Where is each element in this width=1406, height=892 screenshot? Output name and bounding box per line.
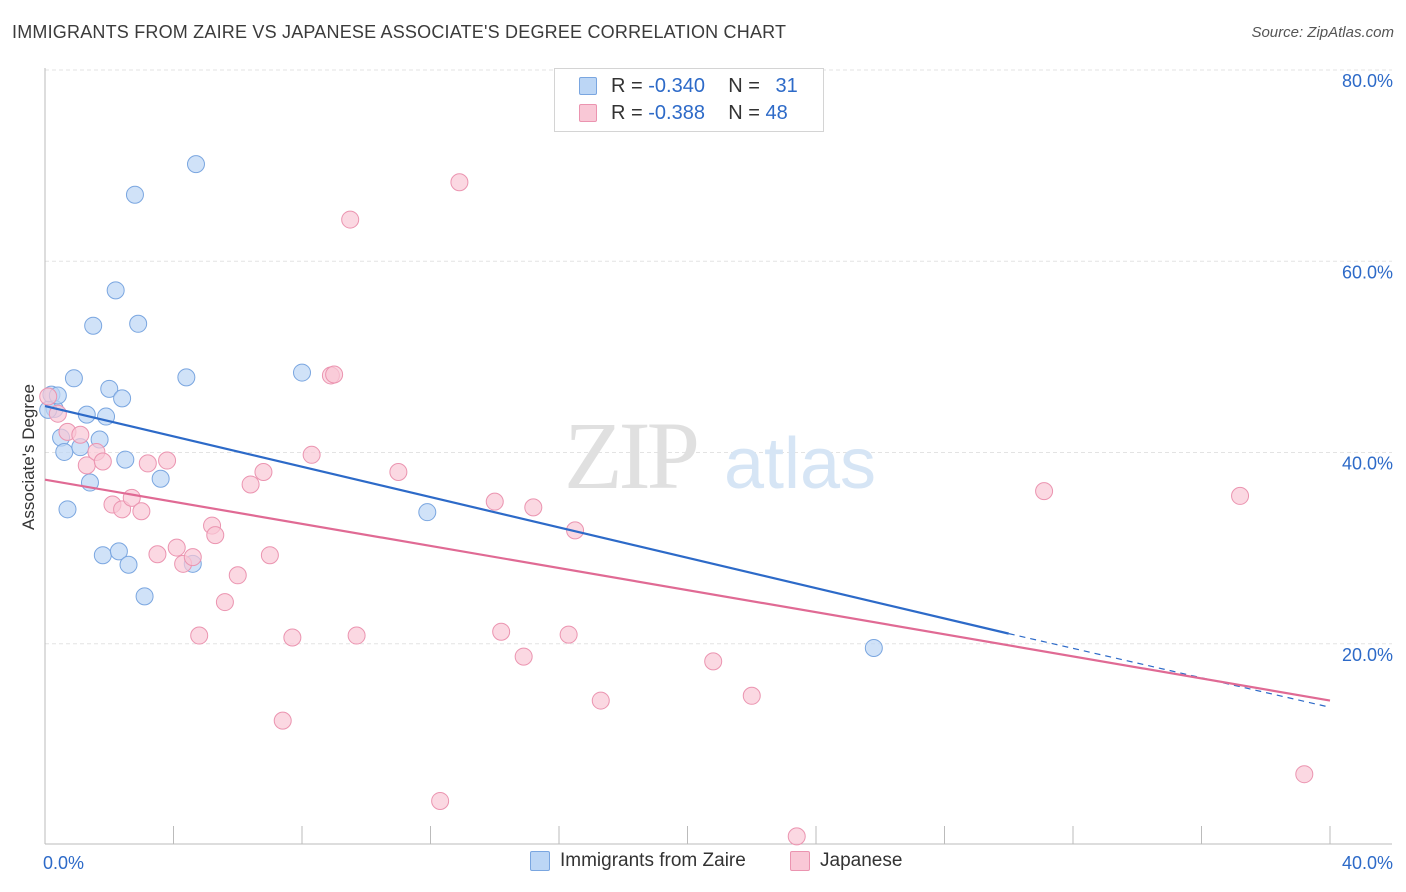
japanese-point xyxy=(524,498,543,517)
watermark-zip: ZIP xyxy=(564,402,697,509)
legend-row-japanese: R = -0.388 N = 48 xyxy=(579,100,788,126)
japanese-point xyxy=(431,791,450,810)
japanese-point xyxy=(283,628,302,647)
zaire-point xyxy=(100,379,119,398)
axes xyxy=(44,68,1392,845)
zaire-point xyxy=(113,389,132,408)
legend-label-japanese: Japanese xyxy=(820,850,903,871)
japanese-point xyxy=(742,686,761,705)
correlation-legend: R = -0.340 N = 31 R = -0.388 N = 48 xyxy=(554,68,824,132)
y-tick-label: 40.0% xyxy=(1342,454,1393,474)
legend-item-zaire[interactable]: Immigrants from Zaire xyxy=(530,850,746,872)
legend-r-value: -0.388 xyxy=(648,101,705,124)
legend-item-japanese[interactable]: Japanese xyxy=(790,850,902,872)
japanese-point xyxy=(514,647,533,666)
japanese-point xyxy=(347,626,366,645)
zaire-point xyxy=(55,442,74,461)
japanese-point xyxy=(559,625,578,644)
zaire-point xyxy=(84,316,103,335)
zaire-point xyxy=(109,542,128,561)
zaire-point xyxy=(135,587,154,606)
japanese-point xyxy=(138,454,157,473)
data-points xyxy=(39,155,1314,846)
japanese-trend-line xyxy=(44,478,1331,702)
zaire-point xyxy=(106,281,125,300)
japanese-point xyxy=(704,652,723,671)
legend-swatch-zaire xyxy=(530,851,550,871)
legend-n-value: 31 xyxy=(775,74,798,97)
grid-lines xyxy=(45,69,1392,645)
legend-row-zaire: R = -0.340 N = 31 xyxy=(579,73,798,99)
japanese-point xyxy=(1035,482,1054,501)
japanese-point xyxy=(302,445,321,464)
japanese-point xyxy=(132,502,151,521)
japanese-point xyxy=(591,691,610,710)
zaire-point xyxy=(186,155,205,174)
x-tick-label: 40.0% xyxy=(1342,853,1393,873)
x-tick-label: 0.0% xyxy=(43,853,84,873)
zaire-trend-line xyxy=(44,404,1010,635)
japanese-point xyxy=(241,475,260,494)
japanese-point xyxy=(341,210,360,229)
japanese-point xyxy=(228,566,247,585)
japanese-point xyxy=(450,173,469,192)
japanese-point xyxy=(71,425,90,444)
zaire-point xyxy=(93,546,112,565)
zaire-point xyxy=(125,185,144,204)
legend-swatch-japanese xyxy=(790,851,810,871)
legend-n-value: 48 xyxy=(765,101,788,124)
japanese-point xyxy=(167,538,186,557)
legend-r-label: R = xyxy=(611,74,643,97)
zaire-point xyxy=(58,500,77,519)
chart-title: IMMIGRANTS FROM ZAIRE VS JAPANESE ASSOCI… xyxy=(12,22,787,42)
tick-labels: 20.0% 40.0% 60.0% 80.0% 0.0% 40.0% xyxy=(43,71,1393,873)
japanese-point xyxy=(183,548,202,567)
y-tick-label: 80.0% xyxy=(1342,71,1393,91)
japanese-point xyxy=(325,365,344,384)
source-label: Source: ZipAtlas.com xyxy=(1251,24,1394,41)
zaire-point xyxy=(129,314,148,333)
trend-lines xyxy=(44,404,1331,708)
japanese-point xyxy=(787,827,806,846)
zaire-point xyxy=(864,638,883,657)
y-tick-label: 20.0% xyxy=(1342,645,1393,665)
japanese-point xyxy=(190,626,209,645)
japanese-point xyxy=(39,387,58,406)
zaire-point xyxy=(293,363,311,382)
legend-r-value: -0.340 xyxy=(648,74,705,97)
japanese-point xyxy=(1295,765,1314,784)
legend-swatch-japanese xyxy=(579,104,597,122)
legend-r-label: R = xyxy=(611,101,643,124)
legend-swatch-zaire xyxy=(579,77,597,95)
japanese-point xyxy=(485,492,504,511)
zaire-point xyxy=(151,469,170,488)
japanese-point xyxy=(215,593,234,612)
japanese-point xyxy=(260,546,279,565)
japanese-point xyxy=(158,451,177,470)
zaire-point xyxy=(64,369,83,388)
legend-n-label: N = xyxy=(728,74,760,97)
zaire-point xyxy=(119,555,138,574)
japanese-point xyxy=(148,545,167,564)
japanese-point xyxy=(113,500,132,519)
zaire-point xyxy=(177,368,196,387)
japanese-point xyxy=(206,526,225,545)
zaire-point xyxy=(418,503,437,522)
japanese-point xyxy=(492,622,511,641)
japanese-point xyxy=(1231,486,1250,505)
japanese-point xyxy=(389,463,408,482)
legend-n-label: N = xyxy=(728,101,760,124)
zaire-point xyxy=(116,450,135,469)
japanese-point xyxy=(273,711,292,730)
y-tick-label: 60.0% xyxy=(1342,262,1393,282)
japanese-point xyxy=(93,452,112,471)
legend-label-zaire: Immigrants from Zaire xyxy=(560,850,746,871)
watermark-atlas: atlas xyxy=(724,424,876,504)
japanese-point xyxy=(254,463,273,482)
watermark: ZIP atlas xyxy=(564,402,876,509)
zaire-trend-line-extension xyxy=(1008,633,1331,708)
y-axis-label: Associate's Degree xyxy=(19,384,38,530)
